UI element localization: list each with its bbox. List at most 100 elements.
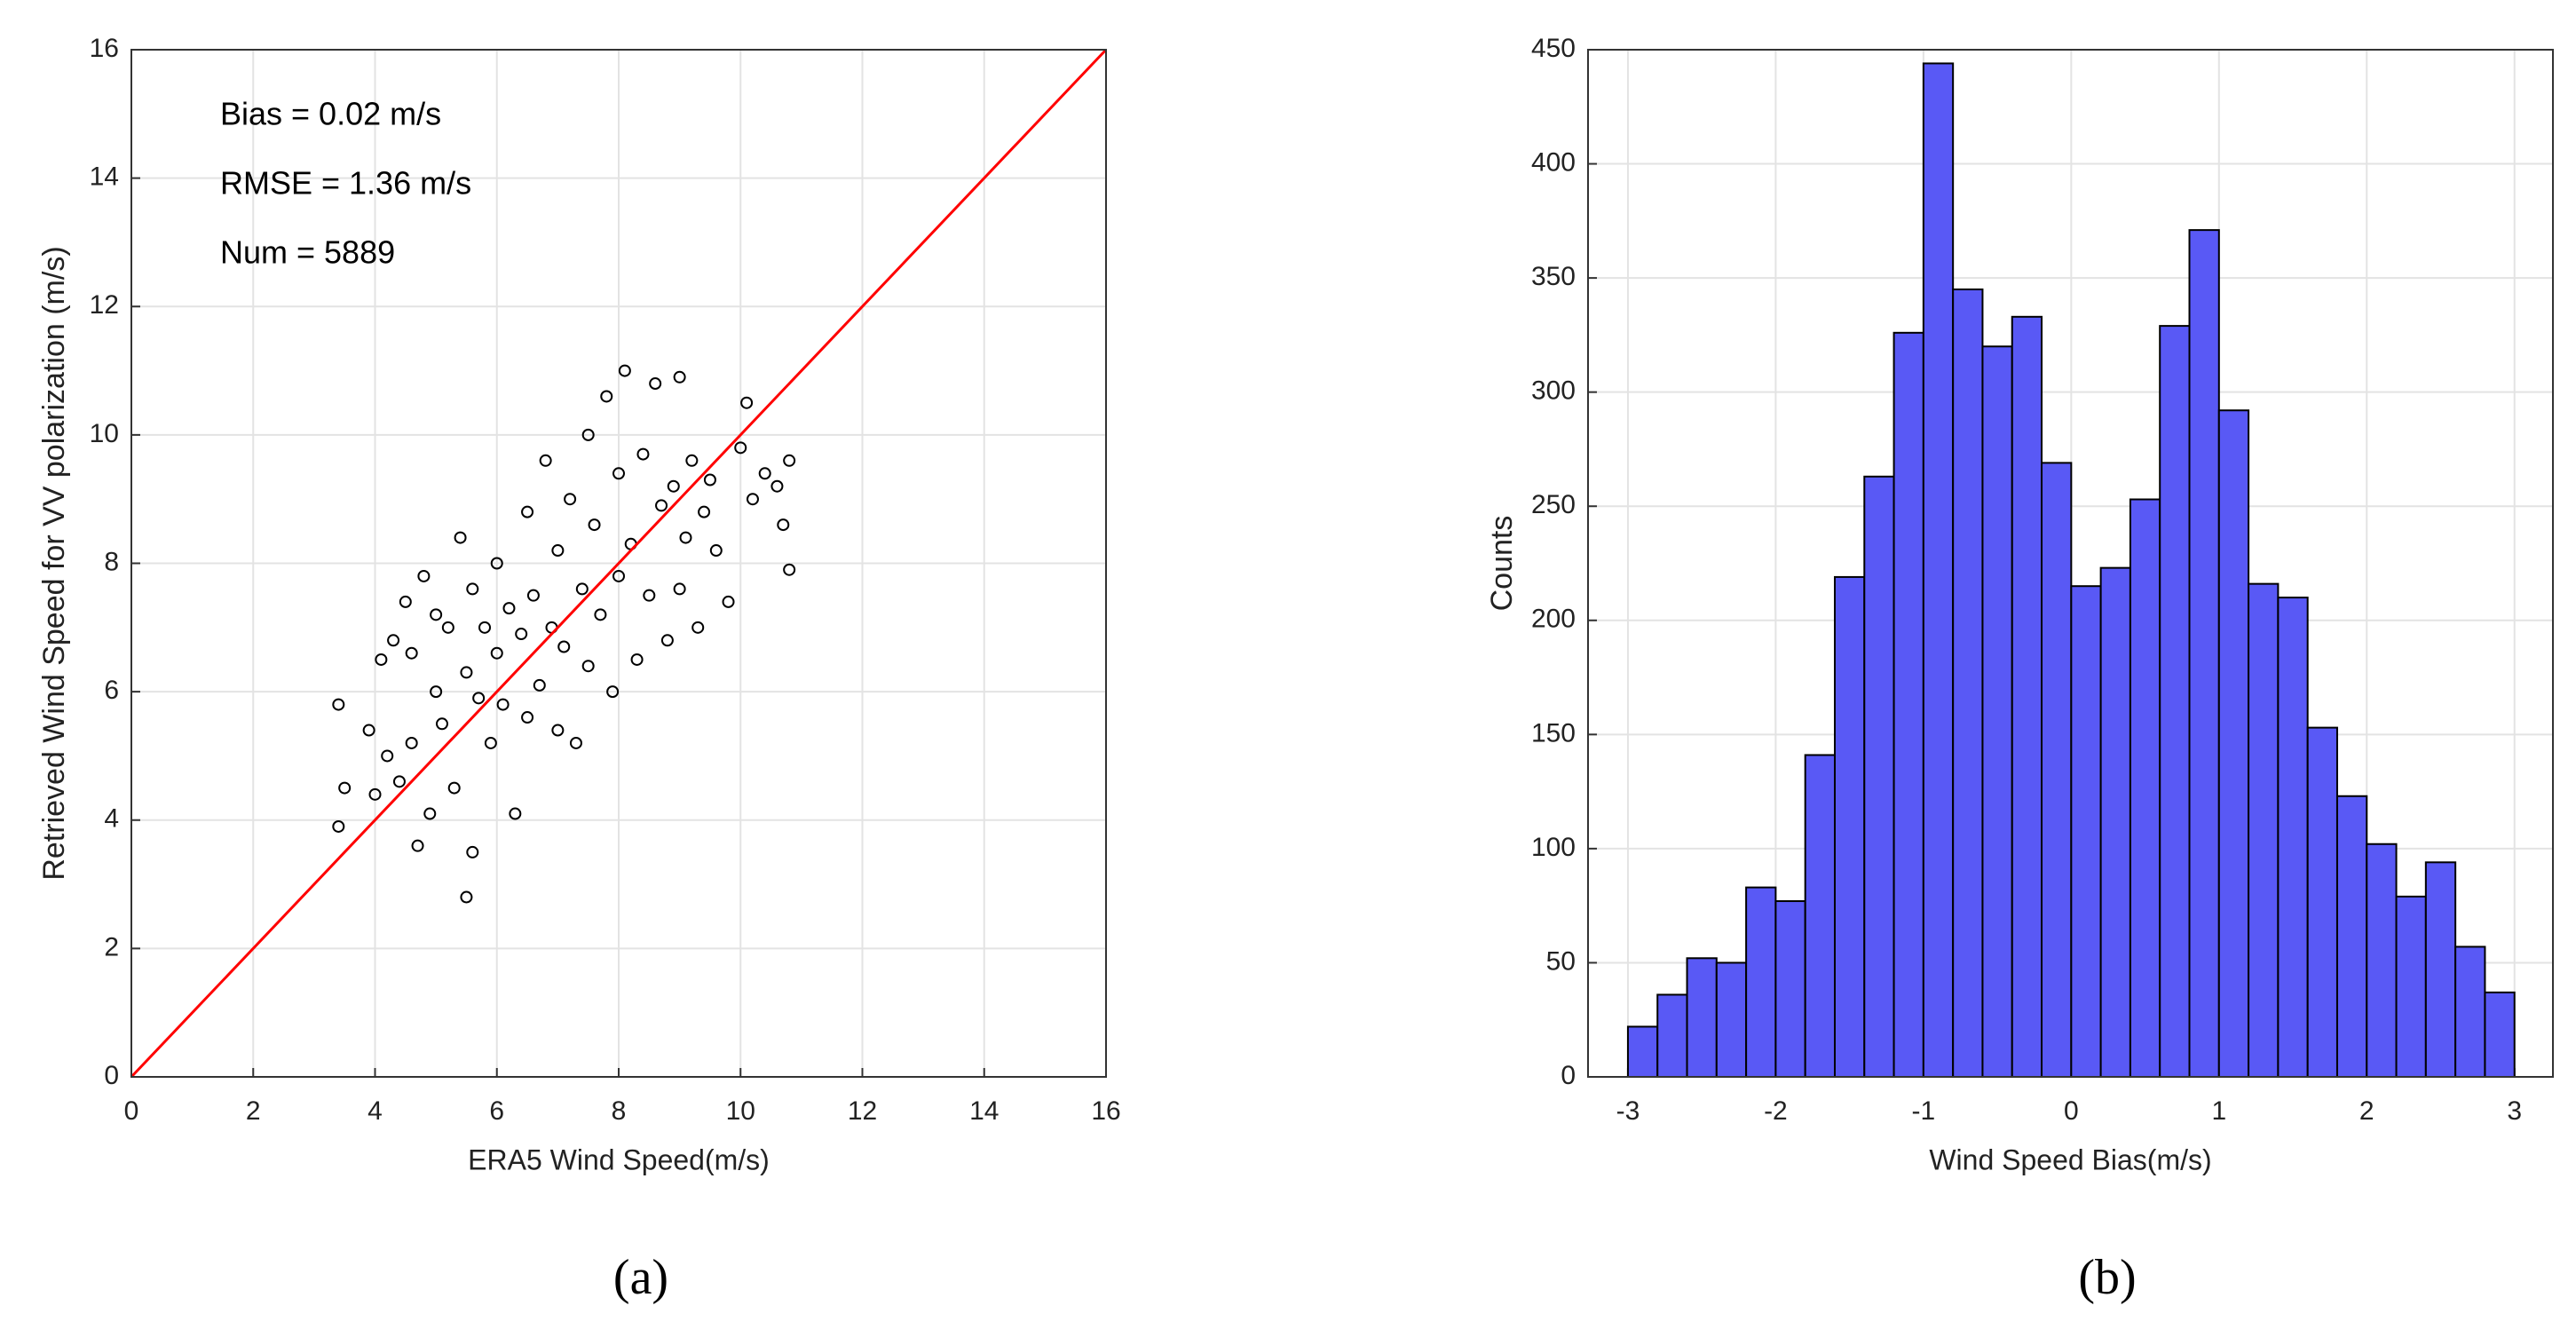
scatter-point: [405, 646, 418, 660]
scatter-point: [368, 787, 382, 801]
x-tick-label: 1: [2211, 1096, 2226, 1126]
scatter-point: [630, 653, 644, 666]
y-tick-label: 10: [90, 419, 119, 448]
scatter-point: [490, 557, 503, 570]
scatter-point: [564, 493, 577, 506]
scatter-point: [526, 589, 540, 602]
x-tick-label: 2: [246, 1096, 261, 1126]
y-tick-label: 6: [104, 676, 119, 705]
scatter-point: [643, 589, 656, 602]
scatter-point: [466, 582, 479, 596]
scatter-point: [783, 454, 796, 467]
y-tick-label: 50: [1546, 946, 1576, 976]
histogram-bar: [2070, 585, 2102, 1078]
scatter-point: [392, 775, 406, 788]
scatter-point: [581, 660, 595, 673]
scatter-point: [734, 441, 747, 455]
scatter-point: [430, 685, 443, 699]
annotation: Bias = 0.02 m/s: [220, 96, 441, 132]
scatter-point: [502, 602, 516, 615]
histogram-bar: [2129, 498, 2161, 1078]
scatter-point: [594, 608, 607, 621]
scatter-point: [783, 563, 796, 576]
scatter-point: [703, 473, 716, 487]
scatter-point: [612, 569, 625, 582]
x-tick-label: 16: [1091, 1096, 1120, 1126]
y-tick-label: 250: [1531, 490, 1576, 519]
histogram-bar: [1833, 575, 1866, 1078]
y-tick-label: 0: [1561, 1061, 1576, 1090]
y-tick-label: 0: [104, 1061, 119, 1090]
axes-frame: [130, 49, 1107, 1078]
scatter-point: [691, 621, 705, 634]
scatter-point: [660, 634, 674, 647]
histogram-bar: [1922, 62, 1955, 1079]
histogram-bar: [1656, 993, 1688, 1078]
scatter-point: [698, 505, 711, 518]
scatter-point: [636, 447, 650, 461]
axes-frame: [1587, 49, 2554, 1078]
scatter-point: [618, 364, 631, 377]
y-tick-label: 8: [104, 547, 119, 576]
histogram-bar: [2041, 462, 2073, 1078]
x-tick-label: 6: [489, 1096, 504, 1126]
y-tick-label: 2: [104, 932, 119, 961]
histogram-bar: [2188, 229, 2220, 1078]
scatter-point: [673, 582, 686, 596]
scatter-point: [709, 544, 723, 558]
scatter-point: [575, 582, 589, 596]
scatter-point: [569, 736, 582, 749]
x-tick-label: 3: [2507, 1096, 2522, 1126]
scatter-point: [612, 467, 625, 480]
histogram-bar: [1952, 288, 1984, 1078]
x-tick-label: 10: [726, 1096, 755, 1126]
histogram-bar: [1774, 900, 1806, 1078]
scatter-point: [447, 781, 461, 795]
scatter-point: [515, 628, 528, 641]
scatter-point: [521, 505, 534, 518]
scatter-point: [490, 646, 503, 660]
scatter-point: [332, 819, 345, 833]
scatter-point: [557, 640, 571, 653]
scatter-point: [606, 685, 620, 699]
y-tick-label: 150: [1531, 718, 1576, 748]
panel-caption: (b): [2078, 1250, 2136, 1305]
annotation: RMSE = 1.36 m/s: [220, 165, 471, 202]
x-tick-label: 12: [848, 1096, 877, 1126]
y-axis-label: Retrieved Wind Speed for VV polarization…: [37, 246, 71, 880]
y-tick-label: 350: [1531, 262, 1576, 291]
x-tick-label: 4: [367, 1096, 383, 1126]
histogram-bar: [1863, 475, 1895, 1078]
scatter-point: [478, 621, 492, 634]
scatter-point: [472, 692, 486, 705]
scatter-point: [722, 595, 735, 608]
histogram-bar: [2395, 895, 2427, 1078]
y-tick-label: 100: [1531, 833, 1576, 862]
histogram-bar: [1745, 886, 1777, 1078]
scatter-point: [600, 390, 613, 403]
histogram-bar: [2248, 582, 2280, 1078]
scatter-point: [521, 711, 534, 724]
scatter-point: [332, 698, 345, 711]
y-tick-label: 12: [90, 290, 119, 320]
annotation: Num = 5889: [220, 234, 395, 271]
x-tick-label: 8: [612, 1096, 627, 1126]
scatter-point: [496, 698, 510, 711]
histogram-bar: [1981, 345, 2013, 1078]
scatter-point: [551, 724, 565, 737]
scatter-point: [770, 479, 784, 493]
scatter-point: [667, 479, 680, 493]
histogram-bar: [1892, 331, 1924, 1079]
scatter-point: [405, 736, 418, 749]
histogram-bar: [2277, 597, 2309, 1078]
y-tick-label: 14: [90, 162, 119, 192]
x-tick-label: 14: [969, 1096, 999, 1126]
y-tick-label: 300: [1531, 376, 1576, 406]
scatter-point: [588, 518, 601, 532]
scatter-point: [685, 454, 699, 467]
histogram-bar: [1715, 961, 1748, 1079]
scatter-point: [673, 370, 686, 384]
scatter-point: [740, 396, 754, 409]
x-tick-label: -3: [1616, 1096, 1640, 1126]
scatter-point: [399, 595, 412, 608]
